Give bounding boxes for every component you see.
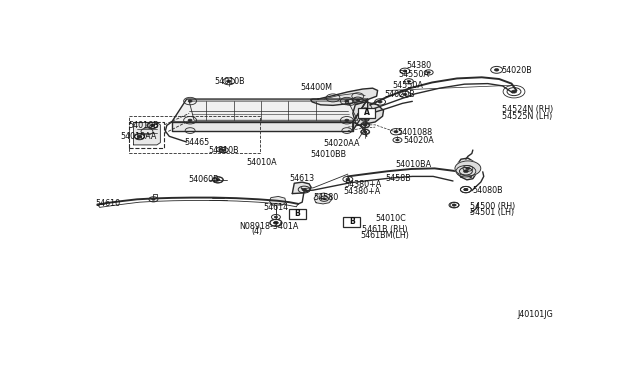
Circle shape	[364, 112, 367, 114]
Circle shape	[346, 178, 349, 180]
Text: 54550A: 54550A	[399, 70, 429, 79]
Text: 54380: 54380	[406, 61, 431, 70]
Circle shape	[222, 149, 225, 151]
Text: 54010AA: 54010AA	[121, 132, 157, 141]
Circle shape	[466, 167, 470, 170]
Circle shape	[394, 131, 398, 133]
Text: 54010BA: 54010BA	[395, 160, 431, 169]
FancyBboxPatch shape	[358, 108, 375, 118]
Circle shape	[150, 124, 154, 126]
FancyBboxPatch shape	[344, 217, 360, 227]
Circle shape	[407, 80, 410, 82]
Text: 54580: 54580	[313, 193, 339, 202]
Circle shape	[216, 179, 220, 181]
Circle shape	[274, 216, 278, 218]
Text: 54010B: 54010B	[128, 121, 159, 130]
Text: B: B	[349, 217, 355, 226]
FancyBboxPatch shape	[289, 209, 306, 218]
Text: 54380+A: 54380+A	[345, 180, 382, 189]
Text: 54010BB: 54010BB	[310, 150, 347, 158]
Text: 54020A: 54020A	[403, 136, 434, 145]
Circle shape	[464, 188, 468, 191]
Circle shape	[274, 221, 278, 224]
Polygon shape	[353, 102, 383, 125]
Text: 54500 (RH): 54500 (RH)	[470, 202, 515, 211]
Text: 54465: 54465	[184, 138, 209, 147]
Polygon shape	[172, 99, 367, 122]
Circle shape	[227, 80, 231, 83]
Text: N08918-3401A: N08918-3401A	[240, 222, 299, 231]
Circle shape	[452, 204, 456, 206]
Circle shape	[302, 188, 307, 191]
Text: 54524N (RH): 54524N (RH)	[502, 105, 553, 115]
Circle shape	[188, 100, 192, 102]
Circle shape	[138, 135, 141, 137]
Circle shape	[464, 188, 468, 191]
Text: 54010B: 54010B	[214, 77, 244, 86]
Text: B: B	[294, 209, 300, 218]
Polygon shape	[172, 122, 353, 131]
Circle shape	[396, 139, 399, 141]
Text: 54010B: 54010B	[208, 145, 239, 154]
Circle shape	[219, 148, 223, 150]
Text: 54020B: 54020B	[502, 66, 532, 75]
Circle shape	[364, 124, 367, 126]
Polygon shape	[353, 99, 367, 131]
Text: 54501 (LH): 54501 (LH)	[470, 208, 514, 217]
Text: A: A	[364, 108, 370, 117]
Circle shape	[152, 198, 155, 200]
Circle shape	[216, 179, 220, 181]
Circle shape	[403, 93, 407, 96]
Text: 54613: 54613	[289, 174, 314, 183]
Text: 54060B: 54060B	[188, 175, 219, 185]
Circle shape	[345, 119, 349, 121]
Text: 54020AA: 54020AA	[323, 139, 360, 148]
Circle shape	[150, 124, 154, 126]
Circle shape	[274, 221, 278, 224]
Polygon shape	[269, 196, 286, 205]
Circle shape	[452, 204, 456, 206]
Circle shape	[138, 136, 141, 138]
Text: 54550A: 54550A	[392, 81, 423, 90]
Text: 54525N (LH): 54525N (LH)	[502, 112, 552, 121]
Text: 54020B: 54020B	[384, 90, 415, 99]
Polygon shape	[310, 88, 378, 105]
Circle shape	[511, 90, 516, 93]
Polygon shape	[314, 193, 332, 204]
Circle shape	[378, 101, 382, 103]
Circle shape	[356, 99, 360, 102]
Text: 54080B: 54080B	[473, 186, 504, 195]
Text: J40101JG: J40101JG	[518, 310, 553, 319]
Circle shape	[364, 125, 367, 126]
Polygon shape	[457, 158, 477, 180]
Circle shape	[345, 100, 349, 102]
Circle shape	[323, 198, 326, 200]
Circle shape	[403, 70, 407, 72]
Circle shape	[463, 170, 468, 173]
Text: 54610: 54610	[95, 199, 120, 208]
Polygon shape	[134, 122, 161, 145]
Polygon shape	[292, 182, 311, 193]
Circle shape	[364, 131, 367, 133]
Text: 54380+A: 54380+A	[343, 187, 380, 196]
Circle shape	[494, 68, 499, 71]
Circle shape	[364, 117, 367, 119]
Circle shape	[364, 118, 367, 120]
Text: (4): (4)	[251, 227, 262, 237]
Text: 54400M: 54400M	[301, 83, 333, 92]
Text: 5401088: 5401088	[397, 128, 433, 137]
Circle shape	[364, 131, 367, 132]
Circle shape	[427, 71, 430, 73]
Text: 5461BM(LH): 5461BM(LH)	[361, 231, 410, 240]
Text: 54614: 54614	[264, 203, 289, 212]
Text: 5458B: 5458B	[385, 174, 412, 183]
Circle shape	[364, 109, 367, 112]
Text: 54010A: 54010A	[246, 158, 276, 167]
Text: 5461B (RH): 5461B (RH)	[362, 225, 407, 234]
Circle shape	[188, 119, 192, 121]
Circle shape	[455, 161, 481, 176]
Text: 54010C: 54010C	[376, 214, 406, 223]
